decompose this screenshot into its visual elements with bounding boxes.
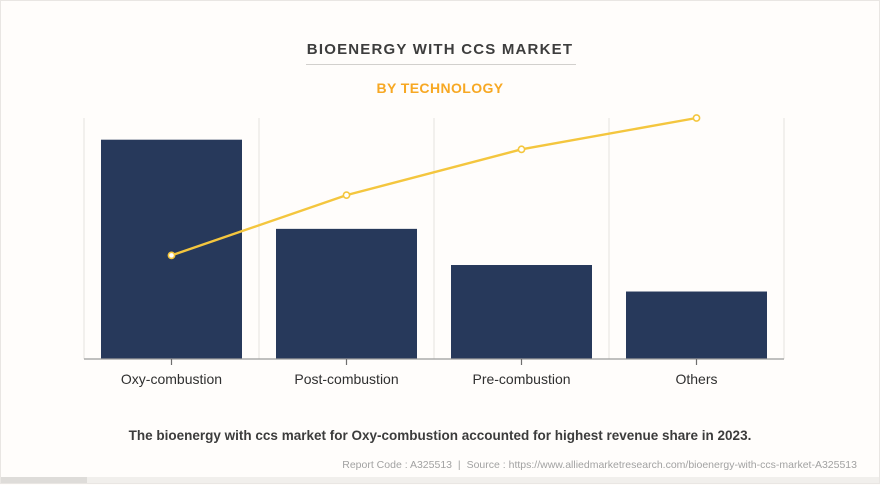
line-point-others <box>692 114 701 122</box>
line-point-pre-combustion <box>517 145 526 154</box>
x-label-post-combustion: Post-combustion <box>294 371 399 387</box>
trend-line <box>170 116 698 257</box>
line-point-post-combustion <box>342 191 351 200</box>
bottom-scrollbar-track <box>1 477 879 483</box>
chart-title: BIOENERGY WITH CCS MARKET <box>306 41 574 58</box>
separator: | <box>457 459 461 471</box>
insight-text: The bioenergy with ccs market for Oxy-co… <box>128 428 752 443</box>
x-label-oxy-combustion: Oxy-combustion <box>120 371 223 387</box>
bar-others <box>626 291 767 359</box>
report-code: Report Code : A325513 <box>342 459 452 471</box>
x-label-others: Others <box>675 371 718 387</box>
chart-subtitle: BY TECHNOLOGY <box>376 80 504 96</box>
line-point-oxy-combustion <box>167 251 176 260</box>
source-note: Report Code : A325513 | Source : https:/… <box>339 459 857 471</box>
x-label-pre-combustion: Pre-combustion <box>472 371 571 387</box>
bar-pre-combustion <box>451 265 592 359</box>
source-url: Source : https://www.alliedmarketresearc… <box>466 459 857 471</box>
bar-post-combustion <box>276 228 417 359</box>
bar-oxy-combustion <box>101 139 242 359</box>
horizontal-scrollbar-thumb[interactable] <box>1 477 87 483</box>
title-divider <box>306 64 576 65</box>
